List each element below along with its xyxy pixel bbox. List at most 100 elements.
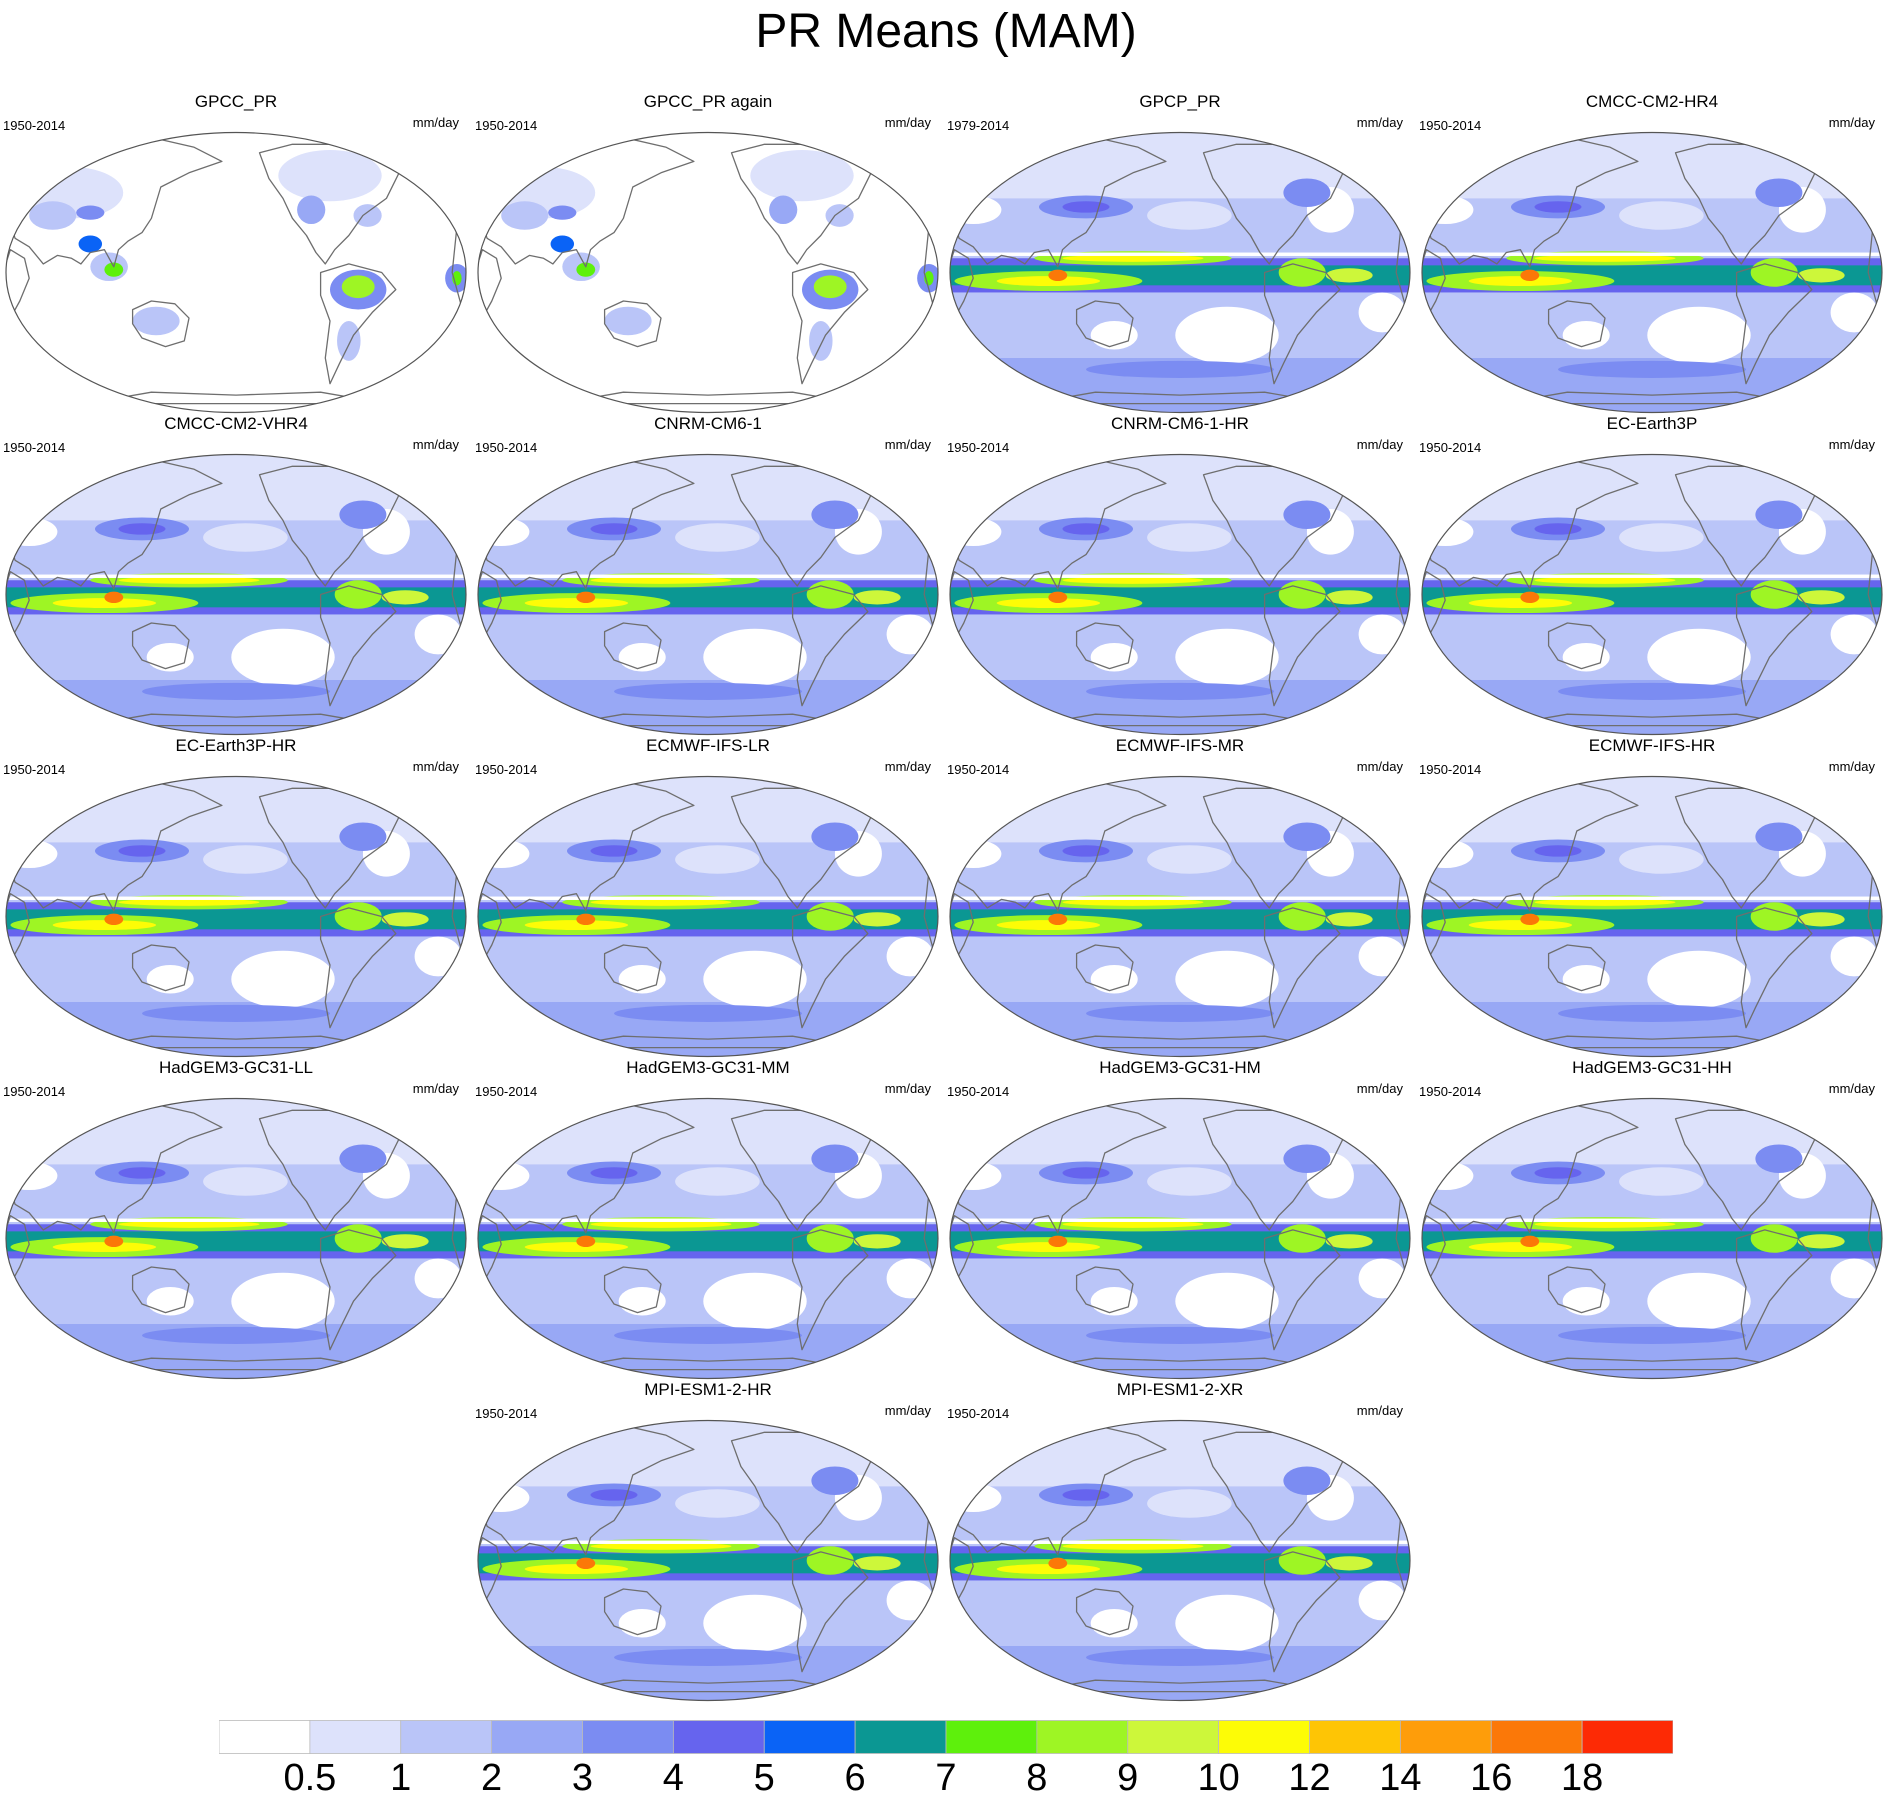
coastline-south-america bbox=[1263, 585, 1341, 707]
precip-map bbox=[949, 453, 1411, 736]
coastline-south-america bbox=[319, 263, 397, 385]
coastline-australia bbox=[1547, 1266, 1606, 1314]
precip-maximum bbox=[576, 591, 596, 604]
dry-zone bbox=[1147, 523, 1232, 552]
precip-field bbox=[950, 776, 1410, 1057]
panel-period: 1950-2014 bbox=[947, 1084, 1010, 1099]
map-panel: HadGEM3-GC31-MM 1950-2014 mm/day bbox=[473, 1058, 943, 1380]
panel-period: 1950-2014 bbox=[1419, 118, 1482, 133]
dry-zone bbox=[1175, 950, 1279, 1008]
dry-zone bbox=[414, 614, 462, 655]
dry-zone bbox=[478, 517, 530, 547]
colorbar-tick-label: 5 bbox=[753, 1757, 775, 1799]
panel-period: 1950-2014 bbox=[1419, 440, 1482, 455]
dry-zone bbox=[1422, 574, 1882, 578]
dry-zone bbox=[1830, 292, 1878, 333]
itcz-band bbox=[524, 920, 629, 931]
precip-map bbox=[949, 131, 1411, 414]
dry-zone bbox=[1422, 1218, 1882, 1222]
coastline-africa bbox=[6, 249, 30, 319]
panel-units: mm/day bbox=[412, 115, 459, 130]
dry-zone bbox=[1175, 628, 1279, 686]
dry-zone bbox=[618, 964, 666, 994]
dry-zone bbox=[1647, 1272, 1751, 1330]
panel-period: 1950-2014 bbox=[3, 1084, 66, 1099]
precip-region bbox=[501, 201, 549, 230]
panel-title: ECMWF-IFS-MR bbox=[1115, 736, 1245, 755]
colorbar-tick-label: 9 bbox=[1117, 1757, 1139, 1799]
coastline-south-america bbox=[1735, 1229, 1813, 1351]
dry-zone bbox=[703, 950, 807, 1008]
map-border bbox=[949, 775, 1411, 1058]
precip-field bbox=[478, 1420, 938, 1701]
panel-period: 1950-2014 bbox=[475, 440, 538, 455]
coastline-greenland bbox=[1334, 135, 1383, 168]
colorbar-swatch bbox=[1036, 1720, 1129, 1754]
panel-units: mm/day bbox=[1828, 759, 1875, 774]
coastline-australia bbox=[1547, 300, 1606, 348]
colorbar-swatch bbox=[854, 1720, 947, 1754]
storm-track bbox=[811, 500, 859, 529]
itcz-band bbox=[1468, 920, 1573, 931]
storm-track bbox=[1062, 201, 1110, 213]
dry-zone bbox=[146, 964, 194, 994]
storm-track bbox=[142, 1004, 330, 1022]
precip-band bbox=[478, 454, 938, 521]
storm-track bbox=[1062, 1489, 1110, 1501]
itcz-band bbox=[118, 576, 260, 584]
coastline-australia bbox=[131, 1266, 190, 1314]
itcz-band bbox=[52, 598, 157, 609]
coastline-africa bbox=[478, 1537, 502, 1607]
colorbar-tick-label: 2 bbox=[481, 1757, 503, 1799]
precip-maximum bbox=[1520, 269, 1540, 282]
coastline-australia bbox=[603, 622, 662, 670]
colorbar-tick-label: 12 bbox=[1288, 1757, 1331, 1799]
coastline-africa bbox=[1422, 249, 1446, 319]
map-border bbox=[949, 1097, 1411, 1380]
coastline-south-america bbox=[319, 907, 397, 1029]
storm-track bbox=[614, 1648, 802, 1666]
colorbar-tick-label: 1 bbox=[390, 1757, 412, 1799]
dry-zone bbox=[1090, 1286, 1138, 1316]
dry-zone bbox=[6, 1218, 466, 1222]
precip-map bbox=[1421, 131, 1883, 414]
panel-period: 1950-2014 bbox=[3, 118, 66, 133]
itcz-band bbox=[1325, 1234, 1373, 1249]
coastline-greenland bbox=[390, 779, 439, 812]
coastline-africa-east bbox=[923, 864, 938, 969]
precip-region bbox=[750, 149, 854, 202]
coastline-africa bbox=[1422, 1215, 1446, 1285]
itcz-band bbox=[118, 898, 260, 906]
map-border bbox=[5, 453, 467, 736]
coastline-africa-east bbox=[923, 220, 938, 325]
coastline-australia bbox=[1075, 1266, 1134, 1314]
panel-units: mm/day bbox=[1828, 437, 1875, 452]
map-border bbox=[1421, 775, 1883, 1058]
precip-maximum bbox=[1048, 1235, 1068, 1248]
panel-period: 1950-2014 bbox=[475, 118, 538, 133]
coastline-greenland bbox=[862, 1101, 911, 1134]
coastline-australia bbox=[603, 944, 662, 992]
precip-region bbox=[78, 235, 103, 253]
itcz-band bbox=[52, 1242, 157, 1253]
coastline-africa bbox=[1422, 893, 1446, 963]
figure-title: PR Means (MAM) bbox=[755, 5, 1137, 58]
colorbar-swatch bbox=[1127, 1720, 1220, 1754]
itcz-band bbox=[1062, 1542, 1204, 1550]
map-panel: CNRM-CM6-1 1950-2014 mm/day bbox=[473, 414, 943, 736]
storm-track bbox=[142, 1326, 330, 1344]
colorbar-swatch bbox=[309, 1720, 402, 1754]
itcz-band bbox=[1468, 598, 1573, 609]
itcz-band bbox=[590, 1220, 732, 1228]
colorbar-tick-label: 0.5 bbox=[283, 1757, 337, 1799]
itcz-band bbox=[1278, 1546, 1326, 1575]
storm-track bbox=[590, 1489, 638, 1501]
map-panel: CNRM-CM6-1-HR 1950-2014 mm/day bbox=[945, 414, 1415, 736]
map-panel: ECMWF-IFS-MR 1950-2014 mm/day bbox=[945, 736, 1415, 1058]
map-panel: CMCC-CM2-VHR4 1950-2014 mm/day bbox=[1, 414, 471, 736]
itcz-band bbox=[1062, 1220, 1204, 1228]
itcz-band bbox=[524, 1564, 629, 1575]
coastline-australia bbox=[1547, 944, 1606, 992]
panel-units: mm/day bbox=[884, 1081, 931, 1096]
itcz-band bbox=[524, 598, 629, 609]
